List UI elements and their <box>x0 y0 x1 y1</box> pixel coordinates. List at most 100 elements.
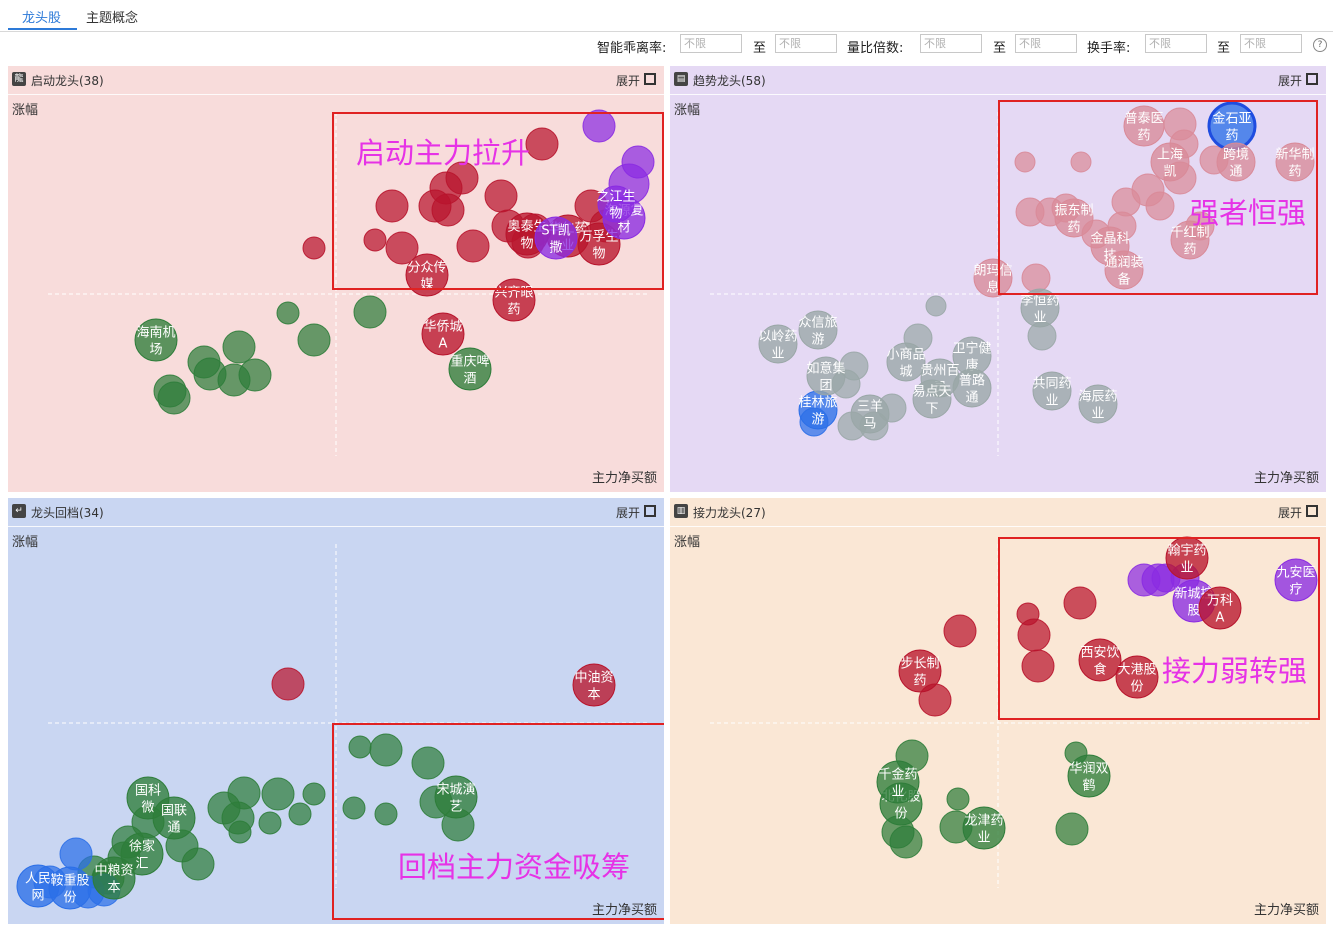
bubble[interactable] <box>889 825 923 859</box>
bubble <box>1054 198 1094 238</box>
bubble[interactable] <box>276 301 300 325</box>
expand-button[interactable]: 展开 <box>615 506 640 520</box>
stock-bubble[interactable]: 人民网 <box>16 864 60 908</box>
bubble[interactable] <box>1070 151 1092 173</box>
tab-leader-stocks[interactable]: 龙头股 <box>22 11 62 26</box>
fullscreen-icon[interactable] <box>644 73 656 85</box>
bubble[interactable] <box>1055 812 1089 846</box>
bubble[interactable] <box>342 796 366 820</box>
help-icon[interactable]: ? <box>1313 38 1327 52</box>
bubble[interactable] <box>456 229 490 263</box>
tab-theme-concepts[interactable]: 主题概念 <box>86 11 139 26</box>
deviation-max-input[interactable] <box>775 34 837 53</box>
bubble[interactable] <box>258 811 282 835</box>
bubble[interactable] <box>59 837 93 871</box>
bubble[interactable] <box>302 782 326 806</box>
bubble[interactable] <box>261 777 295 811</box>
stock-bubble[interactable]: 跨境通 <box>1216 142 1256 182</box>
bubble[interactable] <box>222 330 256 364</box>
stock-bubble[interactable]: 上海凯 <box>1150 142 1190 182</box>
stock-bubble[interactable]: 徐家汇 <box>120 832 164 876</box>
bubble[interactable] <box>525 127 559 161</box>
expand-button[interactable]: 展开 <box>1277 506 1302 520</box>
bubble[interactable] <box>297 323 331 357</box>
bubble[interactable] <box>621 145 655 179</box>
volume-ratio-min-input[interactable] <box>920 34 982 53</box>
bubble[interactable] <box>943 614 977 648</box>
bubble[interactable] <box>369 733 403 767</box>
bubble[interactable] <box>385 231 419 265</box>
bubble[interactable] <box>1063 586 1097 620</box>
bubble[interactable] <box>431 193 465 227</box>
fullscreen-icon[interactable] <box>1306 505 1318 517</box>
stock-bubble[interactable]: 国联通 <box>152 796 196 840</box>
bubble[interactable] <box>1145 191 1175 221</box>
volume-ratio-max-input[interactable] <box>1015 34 1077 53</box>
stock-bubble[interactable]: 万科 A <box>1198 586 1242 630</box>
turnover-min-input[interactable] <box>1145 34 1207 53</box>
bubble[interactable] <box>411 746 445 780</box>
bubble[interactable] <box>302 236 326 260</box>
bubble[interactable] <box>374 802 398 826</box>
bubble-label: 凯 <box>1163 165 1176 180</box>
expand-button[interactable]: 展开 <box>1277 74 1302 88</box>
stock-bubble[interactable]: 普路通 <box>952 368 992 408</box>
bubble[interactable] <box>925 295 947 317</box>
stock-bubble[interactable]: 华侨城 A <box>421 312 465 356</box>
bubble[interactable] <box>228 820 252 844</box>
bubble-label: 药 <box>1288 165 1301 180</box>
bubble[interactable] <box>582 109 616 143</box>
bubble[interactable] <box>181 847 215 881</box>
bubble[interactable] <box>1014 151 1036 173</box>
deviation-min-input[interactable] <box>680 34 742 53</box>
bubble[interactable] <box>375 189 409 223</box>
bubble[interactable] <box>353 295 387 329</box>
stock-bubble[interactable]: 三羊马 <box>850 394 890 434</box>
bubble[interactable] <box>238 358 272 392</box>
bubble[interactable] <box>157 381 191 415</box>
fullscreen-icon[interactable] <box>1306 73 1318 85</box>
turnover-max-input[interactable] <box>1240 34 1302 53</box>
fullscreen-icon[interactable] <box>644 505 656 517</box>
bubble[interactable] <box>271 667 305 701</box>
bubble[interactable] <box>946 787 970 811</box>
expand-button[interactable]: 展开 <box>615 74 640 88</box>
bubble[interactable] <box>363 228 387 252</box>
bubble[interactable] <box>1021 649 1055 683</box>
bubble[interactable] <box>288 802 312 826</box>
